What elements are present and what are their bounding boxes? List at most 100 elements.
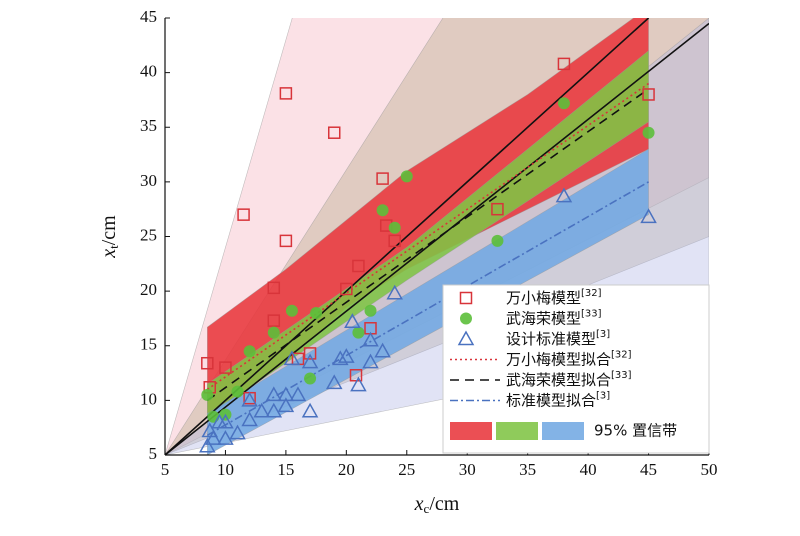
- legend-swatch: [496, 422, 538, 440]
- point: [265, 386, 283, 402]
- y-tick-label: 30: [140, 171, 157, 190]
- point: [267, 281, 281, 295]
- point: [642, 126, 655, 139]
- point: [640, 208, 657, 224]
- point: [199, 437, 216, 453]
- point: [376, 204, 389, 217]
- point: [344, 313, 361, 328]
- legend-name: 武海荣模型拟合: [506, 371, 611, 389]
- point: [304, 372, 317, 385]
- point: [301, 353, 319, 369]
- legend-marker: [457, 330, 475, 346]
- y-tick-label: 25: [140, 225, 157, 244]
- legend-label: 万小梅模型拟合[32]: [506, 350, 632, 369]
- legend-label: 95% 置信带: [594, 422, 677, 440]
- x-tick-label: 45: [640, 460, 657, 479]
- fit-line: [206, 88, 650, 402]
- legend: 万小梅模型[32]武海荣模型[33]设计标准模型[3]万小梅模型拟合[32]武海…: [442, 284, 710, 454]
- point: [364, 304, 377, 317]
- point: [237, 208, 250, 221]
- legend-name: 标准模型拟合: [506, 391, 596, 409]
- legend-label: 万小梅模型[32]: [506, 288, 602, 307]
- point: [229, 424, 246, 440]
- reference-line: [165, 22, 709, 455]
- x-tick-label: 25: [398, 460, 415, 479]
- point: [376, 172, 389, 185]
- y-tick-label: 20: [140, 280, 157, 299]
- point: [362, 331, 379, 347]
- point: [400, 170, 413, 183]
- y-tick-label: 5: [149, 444, 158, 463]
- y-tick-label: 10: [140, 389, 157, 408]
- point: [352, 326, 365, 339]
- point: [205, 430, 222, 445]
- point: [289, 386, 307, 402]
- axis-sub: c: [424, 501, 430, 516]
- legend-name: 万小梅模型拟合: [506, 350, 611, 368]
- legend-ref: [32]: [611, 350, 632, 361]
- legend-ref: [3]: [596, 329, 610, 340]
- point: [265, 402, 283, 418]
- point: [374, 342, 391, 358]
- legend-ref: [33]: [581, 309, 602, 320]
- point: [241, 411, 258, 427]
- y-tick-label: 35: [140, 116, 157, 135]
- y-tick-label: 15: [140, 335, 157, 354]
- x-tick-label: 40: [580, 460, 597, 479]
- point: [201, 388, 214, 401]
- point: [267, 326, 280, 339]
- point: [325, 374, 343, 390]
- x-tick-label: 35: [519, 460, 536, 479]
- legend-ref: [3]: [596, 391, 610, 402]
- point: [491, 234, 504, 247]
- point: [285, 304, 298, 317]
- point: [219, 361, 232, 374]
- x-tick-label: 10: [217, 460, 234, 479]
- point: [201, 422, 219, 438]
- axis-unit: /cm: [98, 215, 120, 245]
- legend-ref: [32]: [581, 288, 602, 299]
- point: [279, 234, 293, 248]
- point: [386, 284, 403, 300]
- ylabel: xt/cm: [98, 215, 121, 259]
- point: [207, 410, 220, 423]
- legend-label: 设计标准模型[3]: [506, 329, 610, 348]
- point: [231, 385, 244, 398]
- x-tick-label: 5: [161, 460, 170, 479]
- point: [350, 376, 367, 392]
- x-tick-label: 30: [459, 460, 476, 479]
- legend-label: 标准模型拟合[3]: [506, 391, 610, 410]
- axes: 5 10 15 20 25 30 35 40 45 50 5 10 15 20 25 30 35 40 45 xc/c…: [98, 7, 718, 516]
- point: [253, 402, 270, 418]
- fit-line: [206, 181, 649, 437]
- legend-name: 设计标准模型: [506, 330, 596, 348]
- point: [388, 234, 401, 248]
- axis-sub: t: [106, 245, 121, 249]
- axis-var: x: [414, 493, 424, 515]
- point: [491, 202, 504, 216]
- point: [283, 350, 301, 366]
- point: [201, 356, 214, 370]
- y-tick-label: 40: [140, 62, 157, 81]
- point: [217, 430, 234, 445]
- point: [642, 88, 655, 101]
- legend-name: 武海荣模型: [506, 309, 581, 327]
- point: [277, 397, 295, 413]
- x-tick-label: 50: [701, 460, 718, 479]
- axis-unit: /cm: [429, 493, 459, 515]
- point: [338, 348, 355, 363]
- x-tick-label: 15: [277, 460, 294, 479]
- point: [279, 87, 293, 100]
- point: [557, 97, 570, 110]
- xlabel: xc/cm: [414, 493, 460, 516]
- y-tick-label: 45: [140, 7, 157, 26]
- point: [267, 314, 281, 327]
- legend-marker: [459, 291, 473, 305]
- point: [349, 368, 363, 382]
- point: [340, 282, 353, 296]
- point: [388, 221, 401, 234]
- point: [327, 126, 341, 139]
- point: [332, 350, 349, 366]
- x-tick-label: 20: [338, 460, 355, 479]
